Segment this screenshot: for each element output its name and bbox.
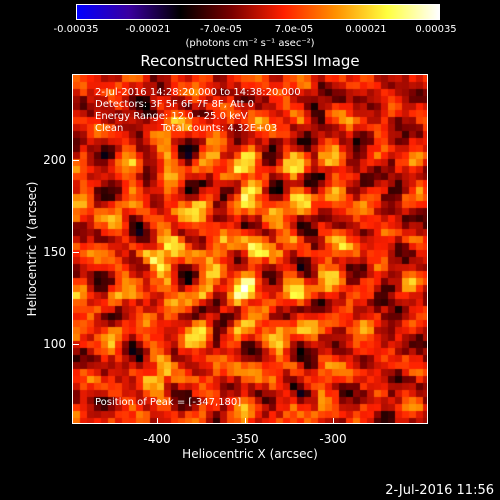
colorbar-tick-label: -0.00035 bbox=[53, 24, 99, 35]
image-plot: 2-Jul-2016 14:28:20.000 to 14:38:20.000 … bbox=[72, 74, 428, 424]
y-tick-label: 100 bbox=[43, 337, 66, 351]
x-tick-mark bbox=[333, 418, 334, 424]
reconstructed-image bbox=[73, 75, 427, 423]
x-tick-mark bbox=[245, 418, 246, 424]
colorbar-tick-label: -7.0e-05 bbox=[200, 24, 242, 35]
energy-annotation: Energy Range: 12.0 - 25.0 keV bbox=[95, 111, 248, 122]
y-tick-mark bbox=[73, 160, 79, 161]
time-range-annotation: 2-Jul-2016 14:28:20.000 to 14:38:20.000 bbox=[95, 87, 301, 98]
x-axis-label: Heliocentric X (arcsec) bbox=[182, 447, 318, 461]
colorbar-tick-label: -0.00021 bbox=[125, 24, 171, 35]
colorbar-tick-label: 0.00035 bbox=[415, 24, 457, 35]
x-tick-label: -300 bbox=[319, 432, 347, 446]
y-tick-mark bbox=[73, 344, 79, 345]
x-tick-mark bbox=[157, 418, 158, 424]
y-tick-label: 150 bbox=[43, 245, 66, 259]
footer-date: 2-Jul-2016 11:56 bbox=[385, 483, 494, 498]
colorbar-units: (photons cm⁻² s⁻¹ asec⁻²) bbox=[185, 38, 315, 49]
clean-annotation: Clean bbox=[95, 123, 124, 134]
y-tick-label: 200 bbox=[43, 153, 66, 167]
colorbar-tick-label: 7.0e-05 bbox=[274, 24, 314, 35]
x-tick-label: -350 bbox=[231, 432, 259, 446]
counts-annotation: Total counts: 4.32E+03 bbox=[161, 123, 278, 134]
colorbar-tick-label: 0.00021 bbox=[345, 24, 387, 35]
colorbar bbox=[76, 4, 440, 20]
x-tick-label: -400 bbox=[143, 432, 171, 446]
peak-annotation: Position of Peak = [-347,180] bbox=[95, 397, 242, 408]
image-title: Reconstructed RHESSI Image bbox=[140, 52, 360, 70]
detectors-annotation: Detectors: 3F 5F 6F 7F 8F, Att 0 bbox=[95, 99, 255, 110]
y-tick-mark bbox=[73, 252, 79, 253]
y-axis-label: Heliocentric Y (arcsec) bbox=[25, 181, 39, 317]
